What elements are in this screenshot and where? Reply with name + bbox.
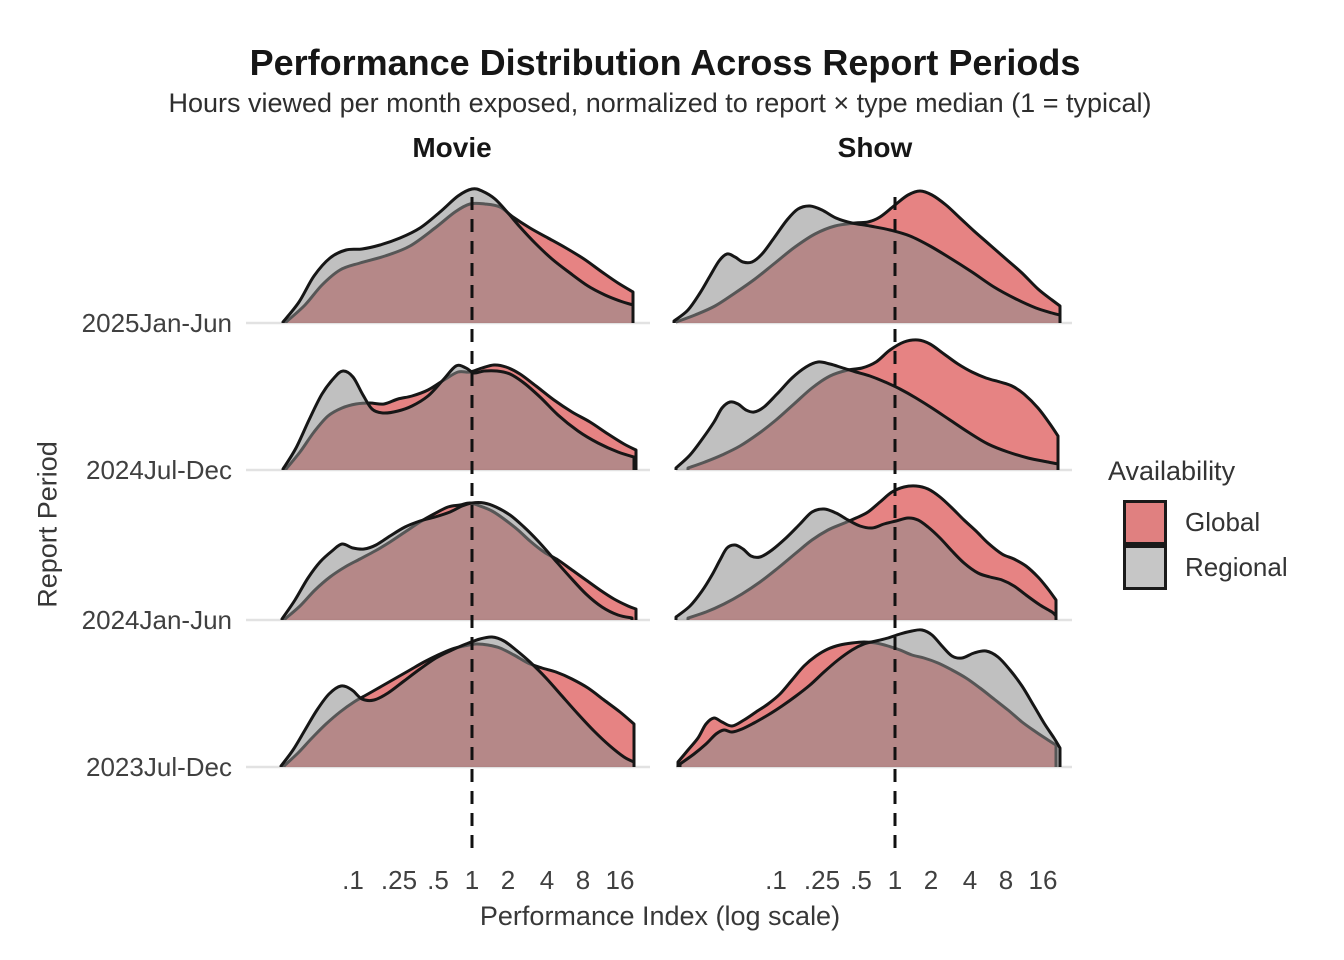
density-show-2023Jul-Dec-regional-fill [680, 629, 1060, 767]
x-tick-label: 4 [539, 865, 555, 895]
facet-label-movie: Movie [412, 132, 492, 163]
y-axis-title: Report Period [32, 441, 63, 608]
x-tick-label: 16 [1028, 865, 1058, 895]
density-movie-2023Jul-Dec-regional-outline [279, 635, 636, 768]
y-tick-label: 2024Jan-Jun [81, 605, 232, 635]
legend: Availability Global Regional [1108, 456, 1344, 596]
density-show-2024Jul-Dec-regional-fill [676, 361, 1058, 470]
x-tick-label: .5 [850, 865, 872, 895]
x-tick-label: 2 [500, 865, 516, 895]
x-tick-label: 16 [605, 865, 635, 895]
x-tick-label: .5 [427, 865, 449, 895]
y-tick-label: 2023Jul-Dec [86, 752, 232, 782]
x-tick-label: .25 [803, 865, 841, 895]
y-tick-label: 2025Jan-Jun [81, 308, 232, 338]
density-movie-2024Jul-Dec-regional-fill [283, 365, 634, 470]
legend-swatch-regional [1123, 545, 1167, 590]
density-show-2024Jan-Jun-regional-fill [676, 508, 1056, 620]
legend-title: Availability [1108, 456, 1236, 486]
x-tick-label: 4 [962, 865, 978, 895]
legend-swatch-global [1123, 500, 1167, 545]
y-tick-label: 2024Jul-Dec [86, 455, 232, 485]
legend-label-global: Global [1185, 507, 1261, 537]
x-tick-label: 8 [575, 865, 591, 895]
density-movie-2025Jan-Jun-regional-fill [283, 188, 633, 323]
facet-label-show: Show [837, 132, 913, 163]
x-tick-label: .1 [342, 865, 364, 895]
density-movie-2023Jul-Dec-regional-fill [281, 636, 634, 767]
density-show-2025Jan-Jun-regional-outline [672, 204, 1062, 323]
density-show-2025Jan-Jun-regional-fill [674, 205, 1060, 323]
legend-label-regional: Regional [1185, 552, 1288, 582]
x-axis-title: Performance Index (log scale) [479, 901, 841, 931]
x-tick-label: 2 [923, 865, 939, 895]
x-tick-label: .1 [765, 865, 787, 895]
density-movie-2024Jan-Jun-regional-outline [280, 501, 634, 621]
x-tick-label: 8 [998, 865, 1014, 895]
chart-title: Performance Distribution Across Report P… [249, 42, 1081, 83]
density-movie-2025Jan-Jun-regional-outline [281, 187, 635, 324]
x-tick-label: 1 [464, 865, 480, 895]
density-movie-2024Jan-Jun-regional-fill [282, 502, 632, 620]
x-tick-label: 1 [887, 865, 903, 895]
chart-subtitle: Hours viewed per month exposed, normaliz… [168, 88, 1152, 118]
density-show-2024Jul-Dec-regional-outline [674, 360, 1060, 470]
density-show-2024Jan-Jun-regional-outline [674, 507, 1058, 620]
x-tick-label: .25 [380, 865, 418, 895]
density-movie-2024Jul-Dec-regional-outline [281, 363, 636, 471]
density-show-2023Jul-Dec-regional-outline [678, 628, 1062, 767]
